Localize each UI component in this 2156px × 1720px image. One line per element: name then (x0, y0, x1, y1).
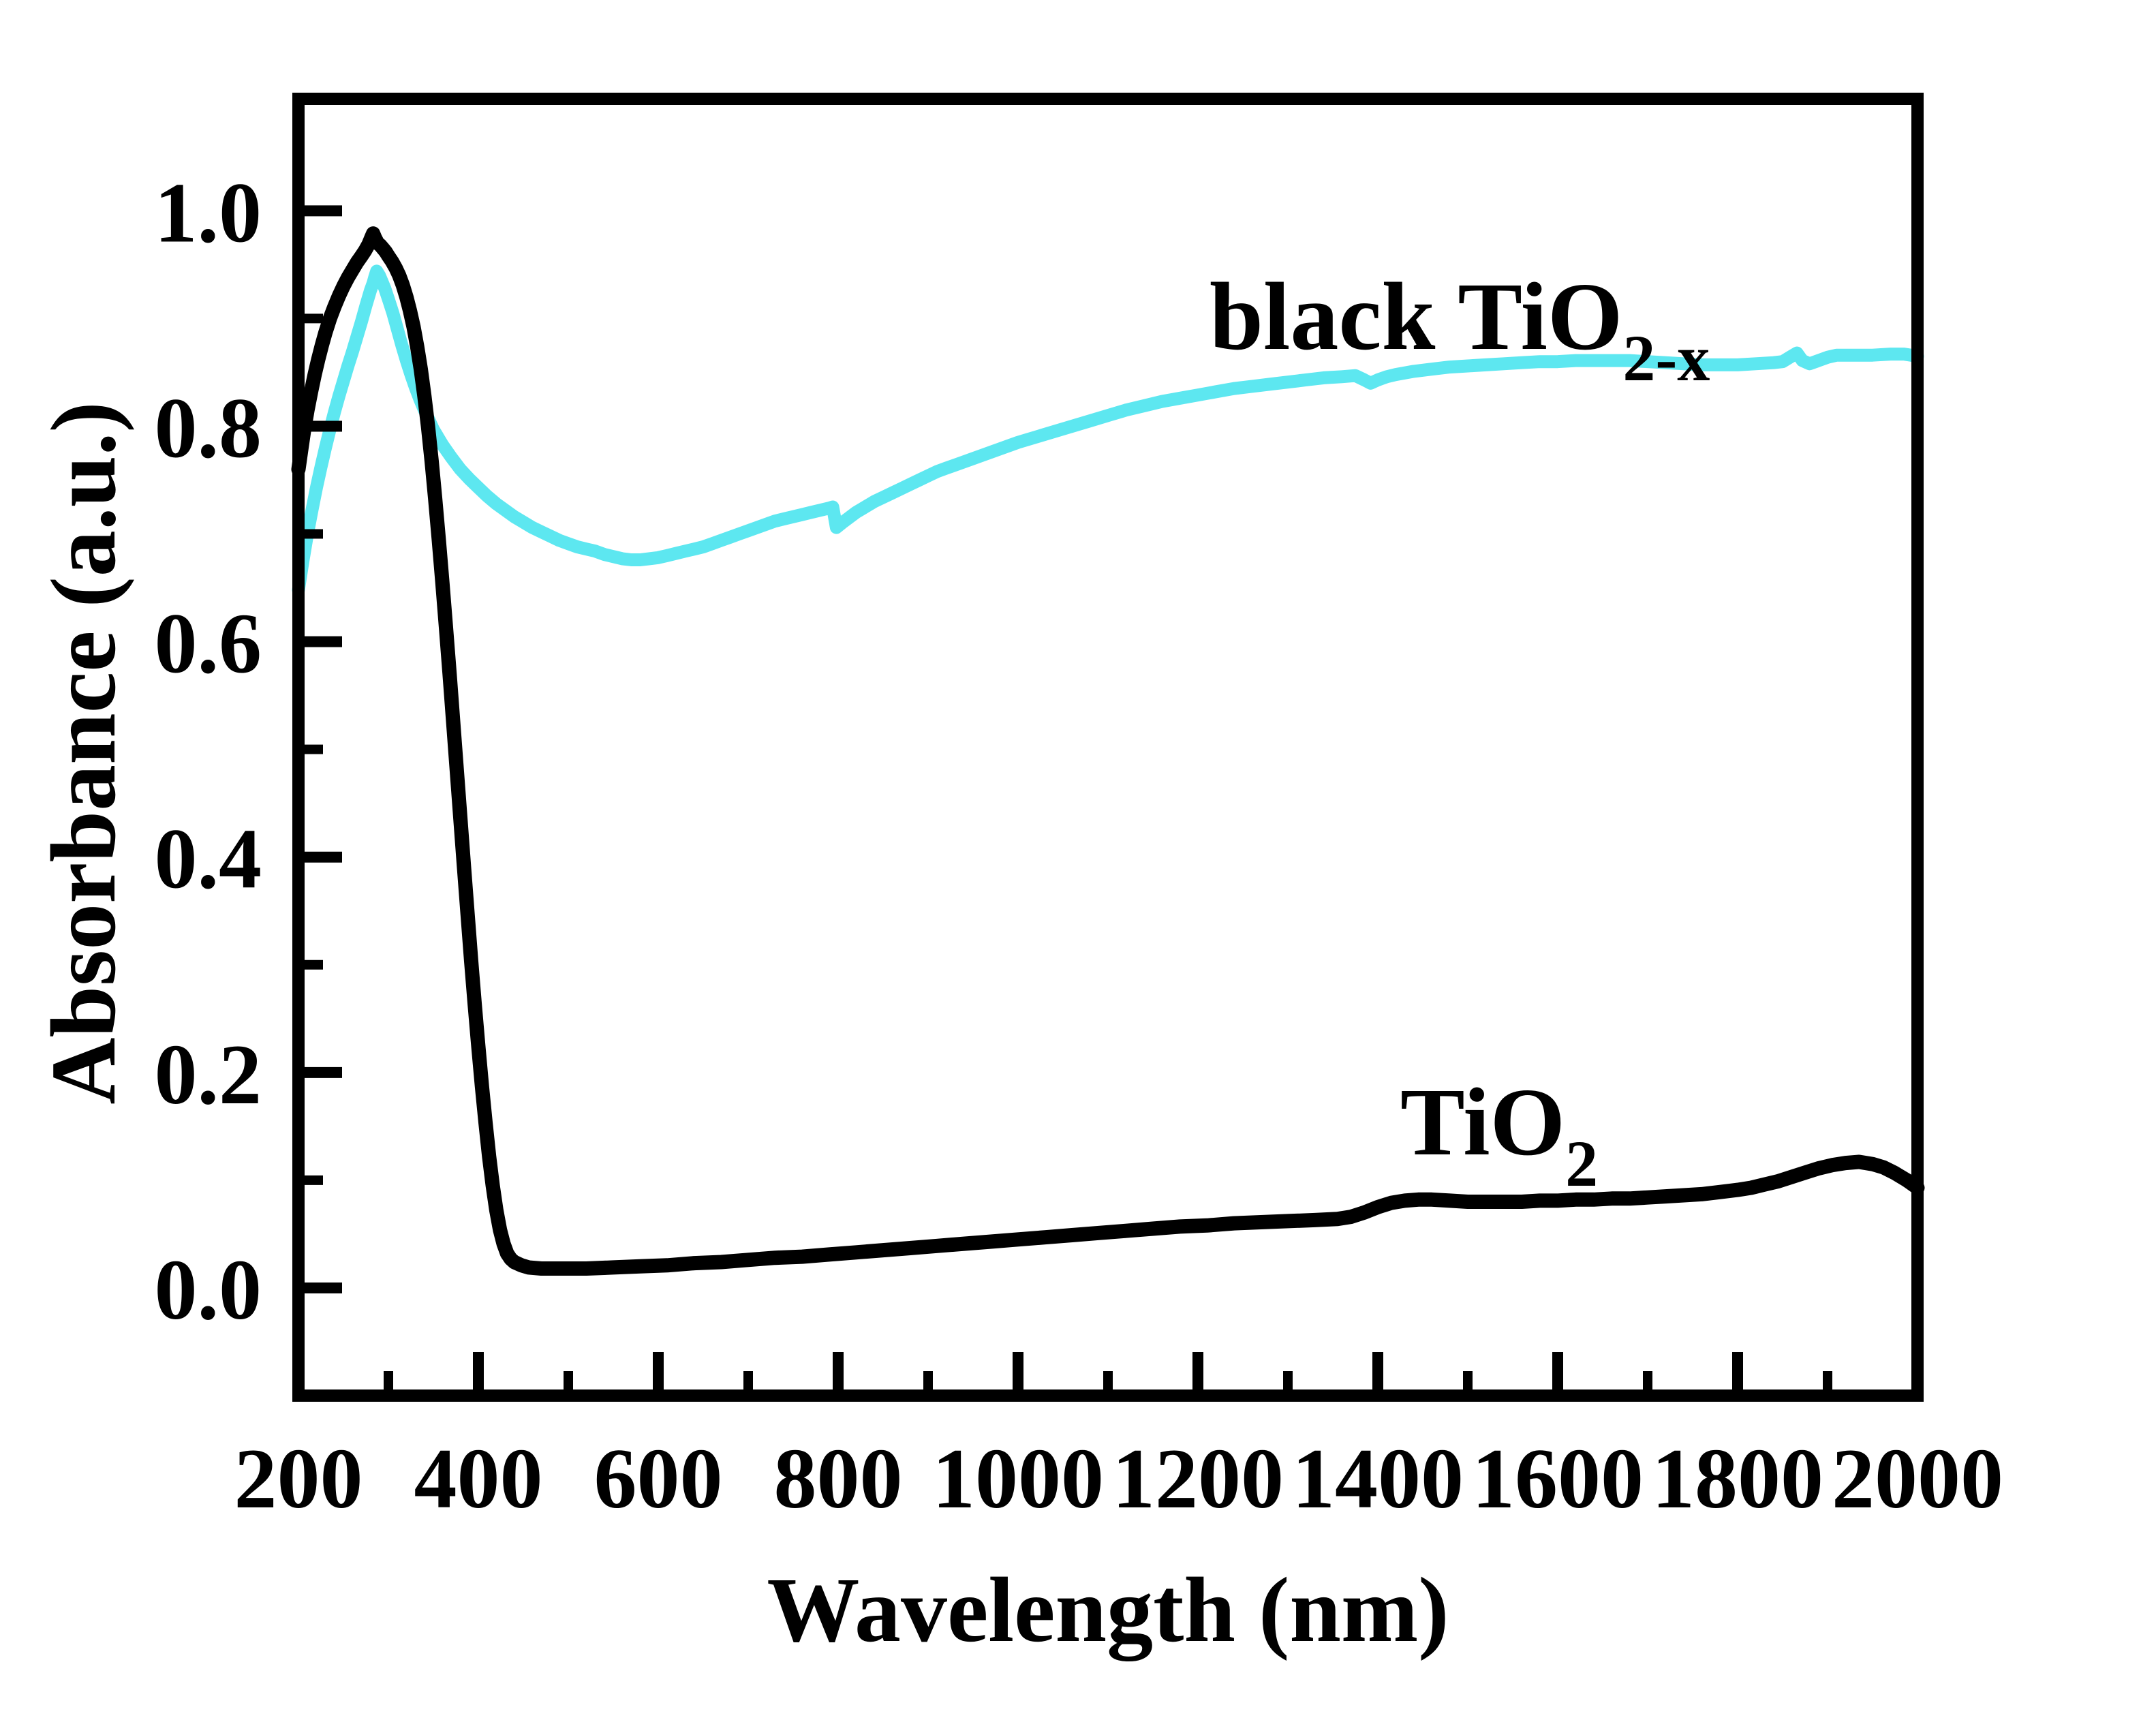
x-axis-tick-label: 1800 (1652, 1432, 1823, 1526)
y-axis-tick-label: 0.8 (155, 381, 262, 476)
black-tio2x-curve (292, 264, 1924, 597)
x-axis-tick-label: 200 (234, 1432, 363, 1526)
x-axis-tick-label: 1000 (932, 1432, 1104, 1526)
y-axis-tick-label: 0.6 (155, 597, 262, 692)
annotation-black-tio2x: black TiO2-x (1210, 262, 1710, 395)
annotation-tio2-subscript: 2 (1565, 1127, 1598, 1200)
annotation-tio2: TiO2 (1400, 1068, 1598, 1200)
y-axis-title: Absorbance (a.u.) (33, 401, 135, 1104)
x-axis-title: Wavelength (nm) (767, 1559, 1449, 1661)
annotation-black-tio2x-main: black TiO (1210, 262, 1622, 370)
x-axis-ticks (384, 1352, 1832, 1396)
x-axis-tick-label: 400 (414, 1432, 543, 1526)
x-axis-tick-label: 1600 (1472, 1432, 1644, 1526)
x-axis-tick-label: 1400 (1292, 1432, 1464, 1526)
annotation-tio2-main: TiO (1400, 1068, 1565, 1176)
x-axis-tick-label: 600 (594, 1432, 723, 1526)
y-axis-ticks (298, 205, 342, 1293)
annotation-black-tio2x-subscript: 2-x (1622, 322, 1710, 395)
x-axis-tick-label: 2000 (1832, 1432, 2003, 1526)
x-axis-tick-labels: 200 400 600 800 1000 1200 1400 1600 1800 2000 (234, 1432, 2004, 1526)
y-axis-tick-label: 1.0 (155, 166, 262, 260)
y-axis-tick-labels: 0.0 0.2 0.4 0.6 0.8 1.0 (155, 166, 262, 1338)
tio2-curve (291, 226, 1925, 1276)
y-axis-tick-label: 0.4 (155, 812, 262, 907)
x-axis-tick-label: 800 (774, 1432, 903, 1526)
x-axis-tick-label: 1200 (1112, 1432, 1284, 1526)
y-axis-tick-label: 0.0 (155, 1243, 262, 1338)
y-axis-tick-label: 0.2 (155, 1028, 262, 1122)
